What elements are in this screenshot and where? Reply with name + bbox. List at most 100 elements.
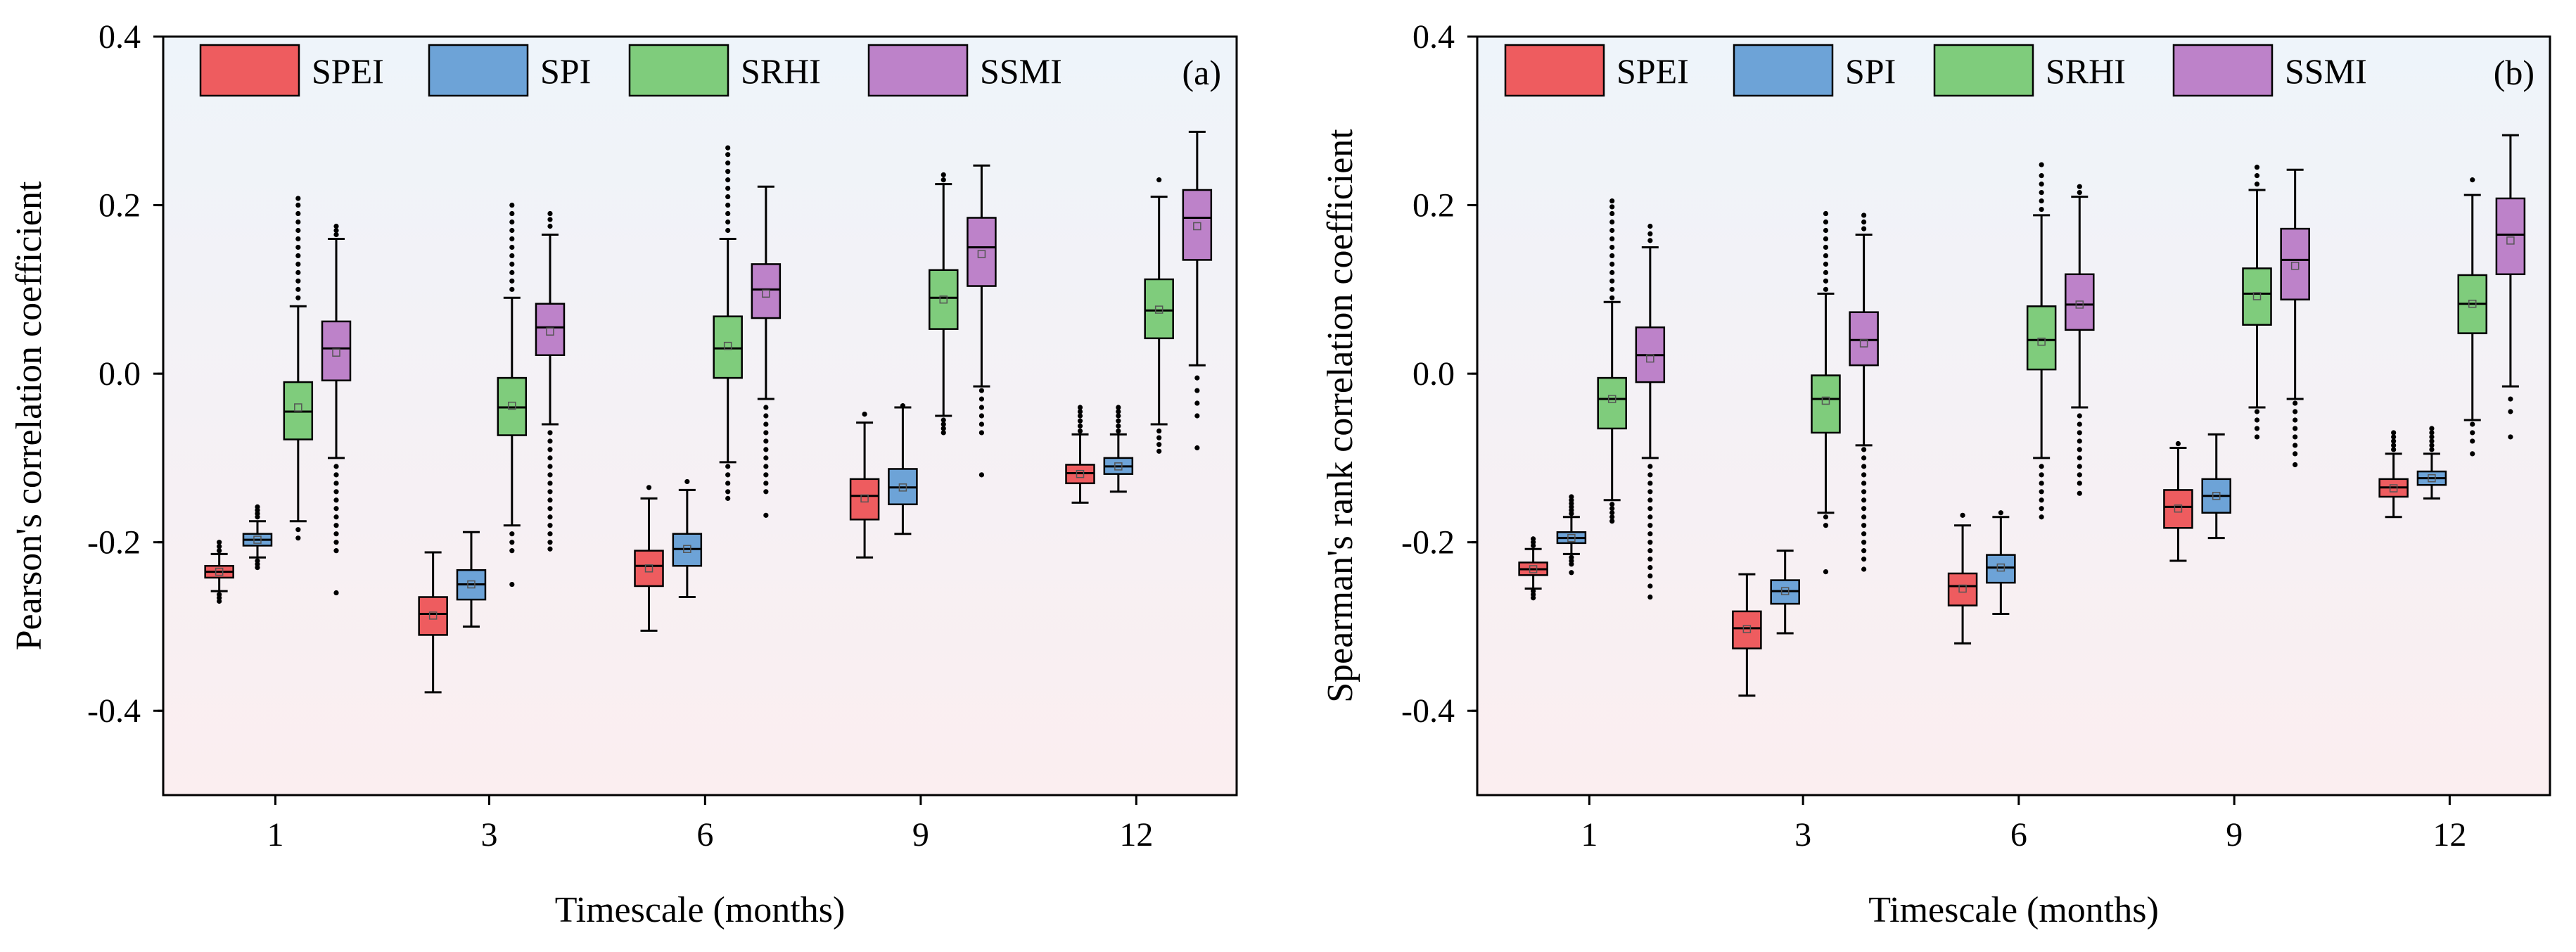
outlier-point xyxy=(2470,451,2475,457)
iqr-box xyxy=(928,269,959,330)
outlier-point xyxy=(1861,540,1867,545)
y-axis-title: Pearson's correlation coefficient xyxy=(9,181,49,650)
outlier-point xyxy=(1609,204,1615,210)
box-spi-9 xyxy=(2201,433,2231,540)
mean-marker xyxy=(1114,462,1123,471)
box-spei-12 xyxy=(2378,430,2409,519)
outlier-point xyxy=(2039,189,2044,196)
legend-swatch-srhi xyxy=(1933,44,2034,97)
y-tick-label: -0.2 xyxy=(87,524,141,561)
outlier-point xyxy=(1647,540,1653,545)
mean-marker xyxy=(467,580,476,589)
outlier-point xyxy=(1861,514,1867,520)
outlier-point xyxy=(725,227,731,234)
iqr-box xyxy=(1986,554,2016,584)
mean-marker xyxy=(294,403,302,412)
box-ssmi-12 xyxy=(2495,134,2526,440)
box-spi-1 xyxy=(1556,494,1587,576)
outlier-point xyxy=(684,478,690,485)
outlier-point xyxy=(295,202,301,208)
outlier-point xyxy=(333,540,339,545)
outlier-point xyxy=(1194,413,1200,419)
mean-marker xyxy=(2037,337,2046,346)
x-tick-label: 6 xyxy=(696,816,713,853)
outlier-point xyxy=(2293,443,2298,448)
mean-marker xyxy=(2428,474,2436,483)
outlier-point xyxy=(2077,421,2082,427)
box-spi-3 xyxy=(456,531,487,628)
outlier-point xyxy=(1823,514,1829,520)
outlier-point xyxy=(295,535,301,541)
mean-marker xyxy=(2389,484,2398,493)
iqr-box xyxy=(1182,189,1213,261)
y-tick-label: 0.2 xyxy=(1413,187,1455,224)
outlier-point xyxy=(1823,569,1829,575)
outlier-point xyxy=(1156,442,1162,448)
outlier-point xyxy=(547,546,553,552)
outlier-point xyxy=(295,227,301,234)
outlier-point xyxy=(1569,494,1574,500)
box-ssmi-9 xyxy=(967,164,997,478)
outlier-point xyxy=(1861,481,1867,486)
box-spi-6 xyxy=(672,478,703,599)
box-ssmi-1 xyxy=(321,223,352,596)
outlier-point xyxy=(255,565,260,571)
outlier-point xyxy=(1647,472,1653,478)
outlier-point xyxy=(2429,426,2435,431)
outlier-point xyxy=(1823,269,1829,275)
outlier-point xyxy=(1077,405,1083,410)
y-tick-label: -0.4 xyxy=(87,692,141,730)
outlier-point xyxy=(1647,238,1653,243)
outlier-point xyxy=(1861,489,1867,495)
outlier-point xyxy=(1609,295,1615,300)
outlier-point xyxy=(1647,514,1653,520)
box-srhi-12 xyxy=(2457,177,2487,457)
outlier-point xyxy=(2175,440,2181,447)
outlier-point xyxy=(1998,510,2003,516)
outlier-point xyxy=(1861,447,1867,452)
outlier-point xyxy=(1531,536,1536,542)
outlier-point xyxy=(547,430,553,436)
box-ssmi-1 xyxy=(1635,223,1666,600)
outlier-point xyxy=(725,464,731,469)
outlier-point xyxy=(1077,409,1083,414)
outlier-point xyxy=(1609,519,1615,524)
outlier-point xyxy=(1647,506,1653,512)
outlier-point xyxy=(1077,413,1083,419)
legend-swatch-srhi xyxy=(628,44,729,97)
outlier-point xyxy=(1569,561,1574,567)
box-spei-3 xyxy=(1732,573,1762,697)
outlier-point xyxy=(1609,227,1615,234)
outlier-point xyxy=(2429,443,2435,448)
outlier-point xyxy=(725,472,731,478)
outlier-point xyxy=(978,396,985,402)
outlier-point xyxy=(1609,269,1615,275)
outlier-point xyxy=(1823,253,1829,259)
outlier-point xyxy=(941,426,946,431)
box-srhi-9 xyxy=(928,172,959,436)
legend: SPEI SPI SRHI SSMI xyxy=(199,44,1062,97)
iqr-box xyxy=(1597,376,1627,430)
outlier-point xyxy=(1609,261,1615,267)
outlier-point xyxy=(295,269,301,275)
outlier-point xyxy=(2039,464,2044,469)
iqr-box xyxy=(2242,267,2272,326)
box-ssmi-6 xyxy=(751,185,782,518)
outlier-point xyxy=(2077,455,2082,461)
outlier-point xyxy=(509,219,515,225)
outlier-point xyxy=(2077,481,2082,486)
outlier-point xyxy=(333,523,339,528)
y-tick-label: 0.0 xyxy=(98,355,141,393)
mean-marker xyxy=(939,295,948,304)
outlier-point xyxy=(2429,430,2435,436)
outlier-point xyxy=(295,261,301,267)
outlier-point xyxy=(333,464,339,469)
outlier-point xyxy=(1116,423,1121,429)
box-srhi-1 xyxy=(1597,198,1627,524)
outlier-point xyxy=(2293,426,2298,431)
plot-frame xyxy=(162,35,1238,796)
legend-swatch-spei xyxy=(1504,44,1605,97)
outlier-point xyxy=(333,223,339,229)
legend-swatch-ssmi xyxy=(2172,44,2274,97)
mean-marker xyxy=(644,564,653,573)
